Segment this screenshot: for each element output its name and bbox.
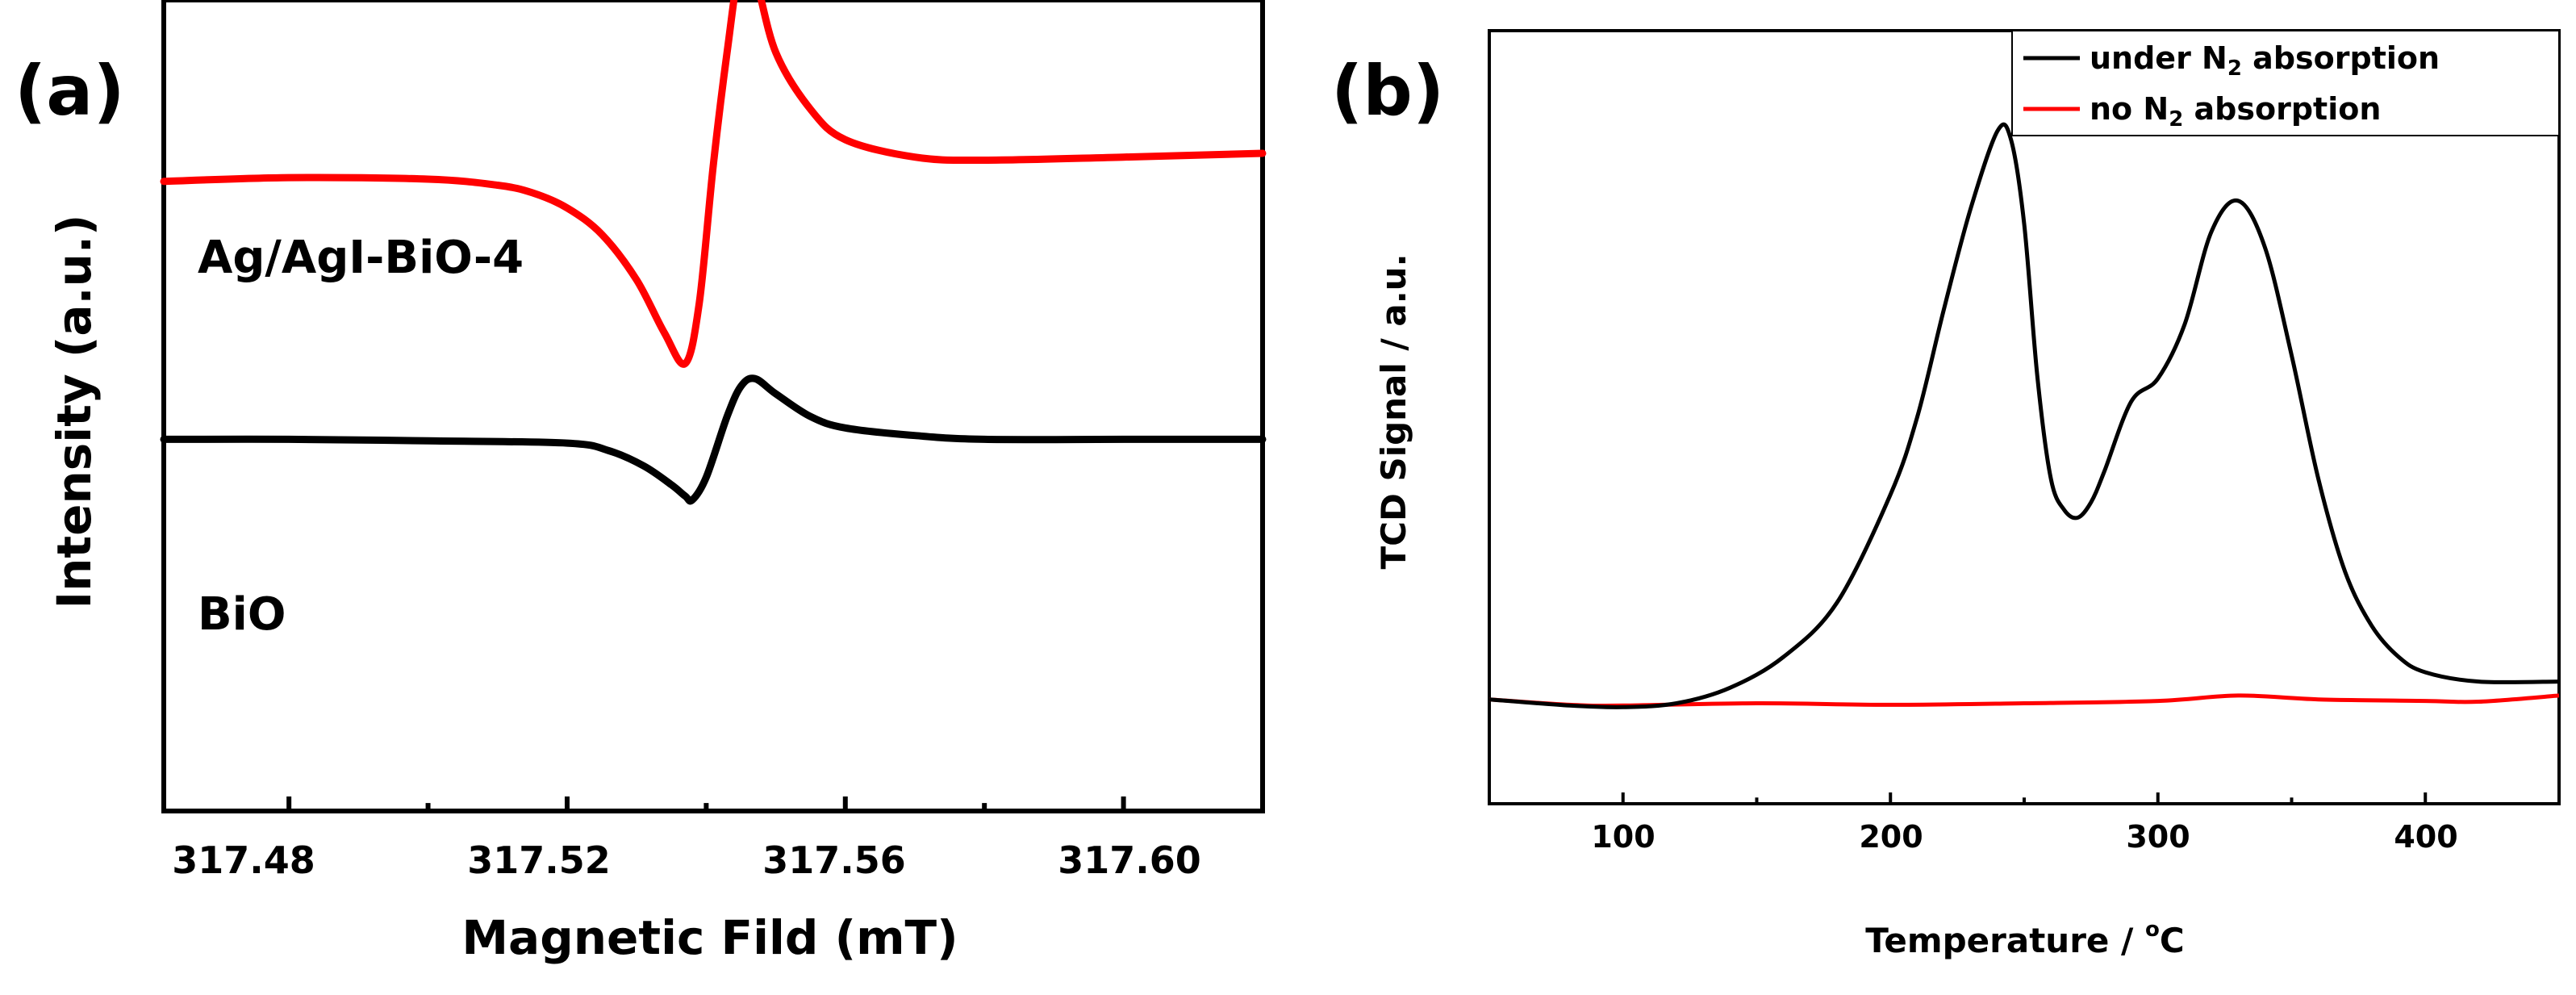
panel-b: (b) 100 200 300 400 Temperature / oC TCD…	[1331, 29, 2561, 960]
panel-b-x-tick-label: 200	[1859, 819, 1923, 855]
panel-b-x-axis-title: Temperature / oC	[1865, 918, 2184, 960]
panel-a-x-tick-label: 317.48	[172, 838, 315, 882]
panel-a-x-ticks	[286, 796, 1265, 811]
legend-label-under-n2: under N2 absorption	[2090, 40, 2440, 81]
panel-a-series-label-agagi: Ag/AgI-BiO-4	[198, 232, 524, 284]
panel-b-series-line-under-n2	[1488, 122, 2560, 709]
panel-b-label: (b)	[1331, 51, 1444, 132]
panel-b-y-axis-title: TCD Signal / a.u.	[1374, 253, 1413, 569]
panel-b-x-tick-label: 300	[2126, 819, 2190, 855]
panel-b-plot-frame	[1488, 29, 2561, 805]
panel-a-series-line-bio	[160, 374, 1267, 505]
panel-a: (a) 317.48 317.52 317.56 317.60 Magnetic…	[15, 0, 1267, 965]
panel-a-y-axis-title: Intensity (a.u.)	[47, 215, 102, 609]
panel-b-x-tick-label: 400	[2394, 819, 2457, 855]
panel-a-x-axis-title: Magnetic Fild (mT)	[461, 910, 958, 965]
panel-a-series-label-bio: BiO	[198, 588, 286, 641]
panel-b-x-tick-label: 100	[1591, 819, 1655, 855]
panel-b-x-ticks	[1488, 792, 2561, 804]
panel-a-x-tick-label: 317.52	[467, 838, 611, 882]
panel-a-x-tick-label: 317.60	[1058, 838, 1201, 882]
panel-a-x-tick-label: 317.56	[762, 838, 906, 882]
legend-box	[2011, 30, 2560, 136]
legend-label-no-n2: no N2 absorption	[2090, 91, 2381, 132]
panel-a-plot-frame	[161, 0, 1265, 813]
panel-a-label: (a)	[15, 51, 125, 132]
panel-a-series-line-agagi	[160, 0, 1267, 368]
panel-b-legend: under N2 absorption no N2 absorption	[2011, 30, 2560, 136]
